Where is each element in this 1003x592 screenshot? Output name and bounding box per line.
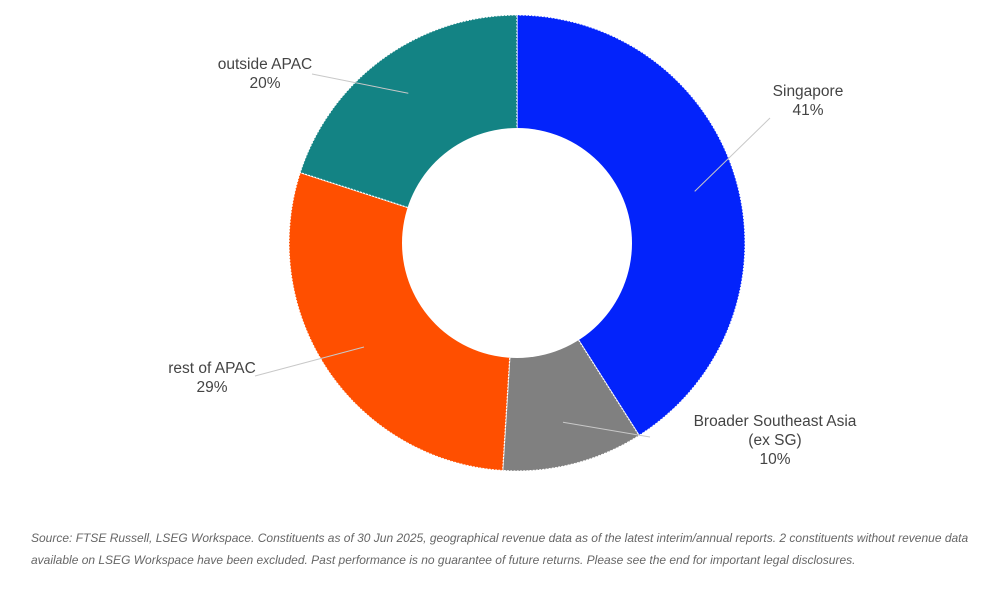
data-label: rest of APAC 29% [168,360,256,396]
leader-line [694,117,771,192]
leader-line [254,346,365,377]
data-label: Singapore 41% [773,83,844,119]
data-label-line: rest of APAC [168,360,256,377]
data-label: outside APAC 20% [218,56,313,92]
data-label-line: 41% [792,102,823,119]
leader-line [311,73,409,94]
leader-line [562,421,651,438]
labels-layer: Singapore 41% Broader Southeast Asia (ex SG… [168,56,857,468]
data-label-line: 29% [196,379,227,396]
source-footnote: Source: FTSE Russell, LSEG Workspace. Co… [31,531,969,567]
data-label-line: 10% [759,451,790,468]
data-label-line: 20% [249,75,280,92]
data-label-line: (ex SG) [748,432,801,449]
data-label-line: Singapore [773,83,844,100]
data-label-line: outside APAC [218,56,313,73]
data-label: Broader Southeast Asia (ex SG) 10% [694,413,857,468]
data-label-line: Broader Southeast Asia [694,413,857,430]
donut-chart: Singapore 41% Broader Southeast Asia (ex SG… [168,14,857,472]
donut-hole [402,128,632,358]
